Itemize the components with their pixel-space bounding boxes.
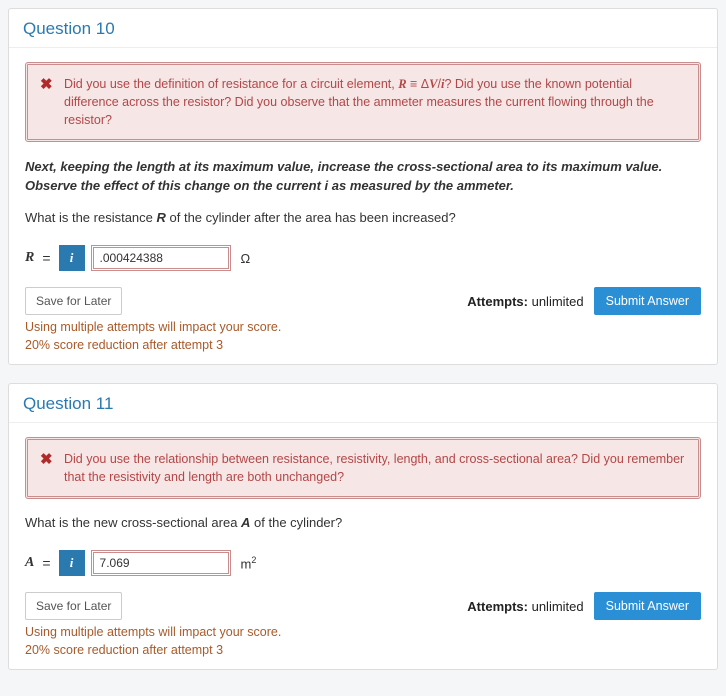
answer-input[interactable] bbox=[91, 550, 231, 576]
unit-label: Ω bbox=[241, 251, 251, 266]
question-title: Question 10 bbox=[23, 19, 703, 39]
action-row: Save for Later Attempts: unlimited Submi… bbox=[25, 287, 701, 315]
info-icon[interactable]: i bbox=[59, 550, 85, 576]
save-for-later-button[interactable]: Save for Later bbox=[25, 592, 122, 620]
prompt-text: What is the new cross-sectional area A o… bbox=[25, 515, 701, 530]
equals-sign: = bbox=[42, 250, 50, 266]
unit-label: m2 bbox=[241, 555, 257, 571]
error-x-icon: ✖ bbox=[40, 450, 53, 468]
question-card-11: Question 11 ✖ Did you use the relationsh… bbox=[8, 383, 718, 670]
question-body: ✖ Did you use the definition of resistan… bbox=[9, 48, 717, 364]
answer-row: R = i Ω bbox=[25, 245, 701, 271]
question-body: ✖ Did you use the relationship between r… bbox=[9, 423, 717, 669]
instruction-text: Next, keeping the length at its maximum … bbox=[25, 158, 701, 196]
question-title: Question 11 bbox=[23, 394, 703, 414]
score-note: Using multiple attempts will impact your… bbox=[25, 319, 701, 354]
question-card-10: Question 10 ✖ Did you use the definition… bbox=[8, 8, 718, 365]
attempts-text: Attempts: unlimited bbox=[467, 599, 583, 614]
variable-label: R bbox=[25, 250, 34, 266]
variable-label: A bbox=[25, 555, 34, 571]
action-row: Save for Later Attempts: unlimited Submi… bbox=[25, 592, 701, 620]
info-icon[interactable]: i bbox=[59, 245, 85, 271]
feedback-text: Did you use the definition of resistance… bbox=[64, 75, 686, 129]
feedback-box: ✖ Did you use the definition of resistan… bbox=[25, 62, 701, 142]
question-header: Question 10 bbox=[9, 9, 717, 48]
answer-input[interactable] bbox=[91, 245, 231, 271]
error-x-icon: ✖ bbox=[40, 75, 53, 93]
right-actions: Attempts: unlimited Submit Answer bbox=[467, 592, 701, 620]
feedback-text: Did you use the relationship between res… bbox=[64, 450, 686, 486]
save-for-later-button[interactable]: Save for Later bbox=[25, 287, 122, 315]
equals-sign: = bbox=[42, 555, 50, 571]
feedback-box: ✖ Did you use the relationship between r… bbox=[25, 437, 701, 499]
right-actions: Attempts: unlimited Submit Answer bbox=[467, 287, 701, 315]
answer-row: A = i m2 bbox=[25, 550, 701, 576]
prompt-text: What is the resistance R of the cylinder… bbox=[25, 210, 701, 225]
submit-answer-button[interactable]: Submit Answer bbox=[594, 592, 701, 620]
question-header: Question 11 bbox=[9, 384, 717, 423]
submit-answer-button[interactable]: Submit Answer bbox=[594, 287, 701, 315]
attempts-text: Attempts: unlimited bbox=[467, 294, 583, 309]
score-note: Using multiple attempts will impact your… bbox=[25, 624, 701, 659]
